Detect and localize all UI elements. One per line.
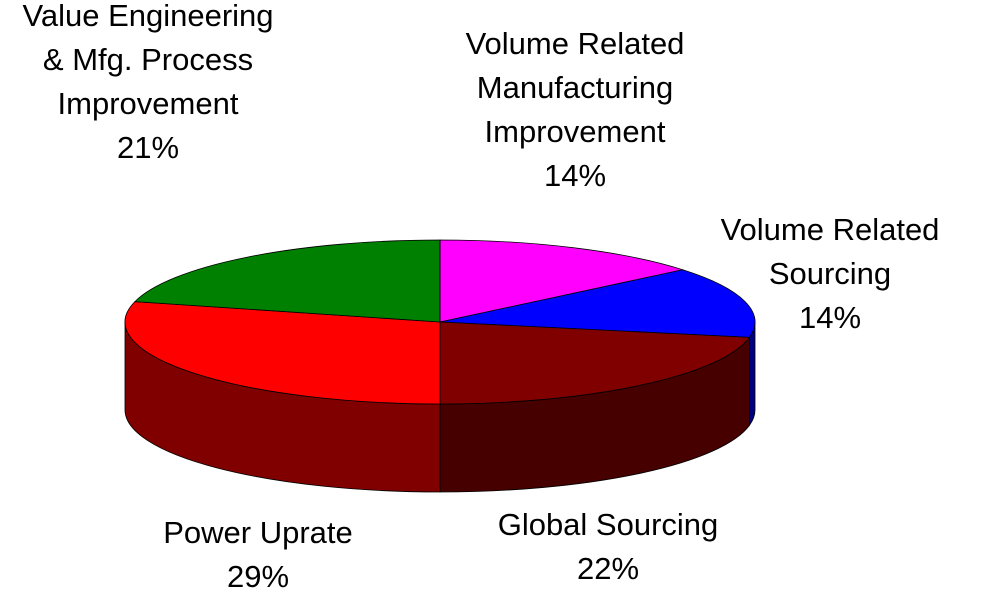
value-label: 29% [226,559,290,594]
pie-slice [439,239,685,323]
category-label: Volume Related Manufacturing Improvement [465,26,685,149]
pie-slice [439,321,751,405]
value-label: 14% [798,300,862,335]
value-label: 21% [116,130,180,165]
slice-label: Global Sourcing 22% [448,503,768,591]
slice-label: Volume Related Manufacturing Improvement… [425,22,725,198]
category-label: Global Sourcing [497,507,719,542]
category-label: Power Uprate [163,515,353,550]
pie-slice [439,269,756,338]
value-label: 22% [576,551,640,586]
slice-label: Power Uprate 29% [108,511,408,597]
category-label: Volume Related Sourcing [720,212,940,291]
category-label: Value Engineering & Mfg. Process Improve… [22,0,274,121]
slice-label: Volume Related Sourcing 14% [680,208,980,340]
slice-label: Value Engineering & Mfg. Process Improve… [18,0,278,170]
pie-slice [133,239,441,323]
value-label: 14% [543,158,607,193]
pie-slice [124,301,441,405]
